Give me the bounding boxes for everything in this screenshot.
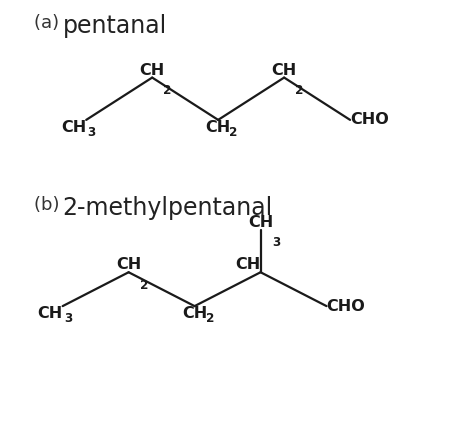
Text: 3: 3 — [88, 126, 96, 139]
Text: CH: CH — [37, 306, 63, 321]
Text: CH: CH — [116, 257, 141, 272]
Text: CH: CH — [139, 63, 165, 78]
Text: CH: CH — [248, 215, 273, 230]
Text: (a): (a) — [35, 14, 65, 32]
Text: (b): (b) — [35, 196, 65, 214]
Text: 2: 2 — [229, 126, 238, 139]
Text: 3: 3 — [64, 312, 73, 325]
Text: CH: CH — [61, 120, 86, 135]
Text: CHO: CHO — [327, 299, 365, 314]
Text: 2: 2 — [295, 84, 304, 97]
Text: 2: 2 — [164, 84, 172, 97]
Text: CH: CH — [182, 306, 207, 321]
Text: CHO: CHO — [350, 112, 389, 127]
Text: 3: 3 — [272, 236, 280, 249]
Text: CH: CH — [235, 257, 261, 272]
Text: CH: CH — [272, 63, 297, 78]
Text: 2-methylpentanal: 2-methylpentanal — [63, 196, 273, 220]
Text: 2: 2 — [206, 312, 214, 325]
Text: 2: 2 — [140, 279, 148, 292]
Text: CH: CH — [206, 120, 231, 135]
Text: pentanal: pentanal — [63, 14, 167, 38]
